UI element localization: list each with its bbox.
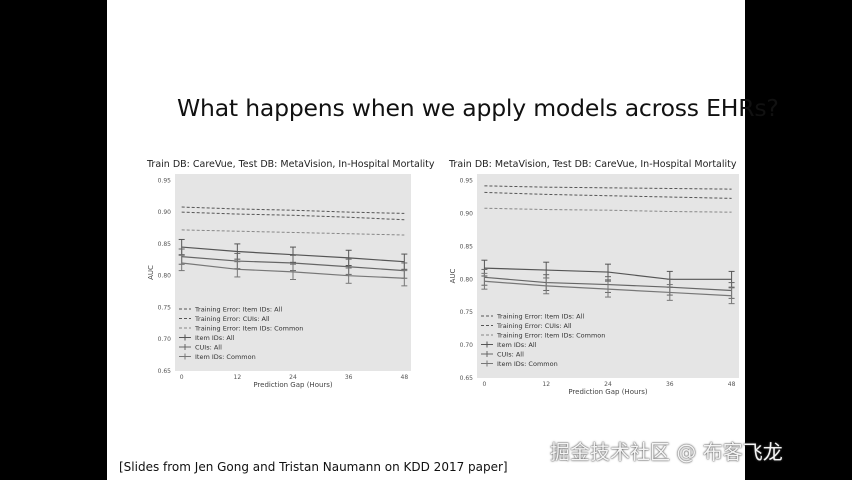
series-line [181, 206, 405, 214]
series-line [484, 207, 732, 213]
y-axis-label: AUC [147, 265, 155, 280]
x-tick-label: 0 [180, 374, 184, 381]
legend-label: CUIs: All [195, 344, 222, 352]
y-tick-label: 0.70 [460, 342, 474, 349]
legend-label: Item IDs: Common [195, 353, 256, 361]
x-tick-label: 24 [289, 374, 297, 381]
x-tick-label: 36 [666, 381, 674, 388]
legend-label: Item IDs: Common [497, 360, 558, 368]
y-tick-label: 0.75 [158, 304, 172, 311]
y-tick-label: 0.85 [460, 243, 474, 250]
y-tick-label: 0.65 [460, 375, 474, 382]
y-tick-label: 0.95 [158, 177, 172, 184]
series-line [484, 191, 732, 199]
y-axis-label: AUC [449, 268, 457, 283]
x-tick-label: 48 [728, 381, 736, 388]
x-tick-label: 48 [401, 374, 409, 381]
y-tick-label: 0.90 [460, 210, 474, 217]
y-tick-label: 0.80 [158, 273, 172, 280]
y-tick-label: 0.90 [158, 209, 172, 216]
x-tick-label: 12 [234, 374, 242, 381]
y-tick-label: 0.85 [158, 241, 172, 248]
y-tick-label: 0.75 [460, 309, 474, 316]
y-tick-label: 0.95 [460, 178, 474, 185]
watermark: 掘金技术社区 @ 布客飞龙 [550, 440, 783, 464]
x-tick-label: 12 [542, 381, 550, 388]
chart-title: Train DB: CareVue, Test DB: MetaVision, … [146, 159, 435, 170]
y-tick-label: 0.80 [460, 276, 474, 283]
y-tick-label: 0.65 [158, 368, 172, 375]
legend-label: Training Error: Item IDs: All [194, 306, 282, 314]
series-line [484, 185, 732, 190]
chart-title: Train DB: MetaVision, Test DB: CareVue, … [448, 159, 737, 170]
legend-label: Training Error: Item IDs: Common [496, 332, 605, 340]
x-tick-label: 24 [604, 381, 612, 388]
chart-left: Train DB: CareVue, Test DB: MetaVision, … [143, 156, 443, 392]
slide: What happens when we apply models across… [107, 0, 779, 480]
x-axis-label: Prediction Gap (Hours) [253, 381, 333, 389]
x-axis-label: Prediction Gap (Hours) [568, 388, 648, 396]
chart-right-svg: Train DB: MetaVision, Test DB: CareVue, … [448, 159, 739, 396]
chart-right: Train DB: MetaVision, Test DB: CareVue, … [447, 156, 743, 400]
x-tick-label: 36 [345, 374, 353, 381]
y-tick-label: 0.70 [158, 336, 172, 343]
legend-label: Item IDs: All [195, 334, 235, 342]
slide-title: What happens when we apply models across… [177, 94, 779, 122]
legend-label: CUIs: All [497, 351, 524, 359]
series-line [181, 211, 405, 221]
series-line [181, 229, 405, 236]
chart-left-svg: Train DB: CareVue, Test DB: MetaVision, … [146, 159, 435, 389]
citation: [Slides from Jen Gong and Tristan Nauman… [119, 460, 508, 474]
x-tick-label: 0 [483, 381, 487, 388]
legend-label: Training Error: CUIs: All [194, 315, 270, 323]
legend-label: Training Error: Item IDs: All [496, 313, 584, 321]
legend-label: Training Error: CUIs: All [496, 322, 572, 330]
legend-label: Training Error: Item IDs: Common [194, 325, 303, 333]
legend-label: Item IDs: All [497, 341, 537, 349]
